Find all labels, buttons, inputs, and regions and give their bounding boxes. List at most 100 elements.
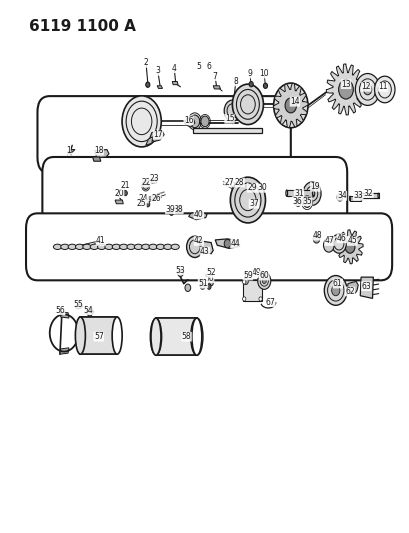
Text: 4: 4 bbox=[171, 64, 176, 72]
Polygon shape bbox=[175, 206, 182, 211]
FancyBboxPatch shape bbox=[286, 190, 312, 196]
Text: 44: 44 bbox=[230, 239, 240, 248]
Circle shape bbox=[336, 193, 342, 201]
Text: 37: 37 bbox=[249, 199, 258, 208]
Text: 23: 23 bbox=[149, 174, 158, 183]
Polygon shape bbox=[115, 200, 123, 204]
Text: 35: 35 bbox=[301, 197, 311, 206]
Text: 21: 21 bbox=[120, 181, 130, 190]
Polygon shape bbox=[149, 131, 164, 142]
Circle shape bbox=[186, 236, 202, 257]
Text: 36: 36 bbox=[291, 197, 301, 206]
Ellipse shape bbox=[134, 244, 142, 249]
Ellipse shape bbox=[148, 244, 157, 249]
Circle shape bbox=[86, 308, 93, 316]
Text: 62: 62 bbox=[344, 287, 354, 296]
Polygon shape bbox=[60, 348, 69, 354]
Circle shape bbox=[308, 190, 314, 197]
Ellipse shape bbox=[53, 244, 61, 249]
Polygon shape bbox=[192, 128, 262, 133]
Text: 42: 42 bbox=[193, 237, 203, 246]
Circle shape bbox=[242, 280, 245, 284]
Text: 39: 39 bbox=[165, 205, 175, 214]
Text: 56: 56 bbox=[55, 305, 65, 314]
Text: 16: 16 bbox=[183, 116, 193, 125]
Circle shape bbox=[200, 116, 209, 127]
Polygon shape bbox=[360, 277, 373, 298]
Circle shape bbox=[249, 82, 253, 87]
Text: 7: 7 bbox=[212, 71, 217, 80]
Text: 3: 3 bbox=[155, 67, 160, 75]
Circle shape bbox=[324, 276, 346, 305]
Text: 46: 46 bbox=[336, 234, 346, 243]
Text: 40: 40 bbox=[193, 210, 203, 219]
Text: 38: 38 bbox=[173, 205, 183, 214]
Ellipse shape bbox=[312, 190, 313, 196]
Polygon shape bbox=[215, 239, 239, 248]
Text: 41: 41 bbox=[96, 237, 106, 246]
Text: 24: 24 bbox=[139, 194, 148, 203]
Circle shape bbox=[331, 234, 346, 253]
Polygon shape bbox=[188, 212, 207, 220]
Circle shape bbox=[312, 235, 319, 243]
Circle shape bbox=[143, 182, 148, 189]
Text: 51: 51 bbox=[198, 279, 207, 288]
Text: 63: 63 bbox=[361, 281, 371, 290]
FancyBboxPatch shape bbox=[155, 318, 196, 356]
Circle shape bbox=[331, 285, 339, 296]
Polygon shape bbox=[213, 86, 220, 89]
Text: 57: 57 bbox=[94, 332, 103, 341]
Text: 29: 29 bbox=[247, 183, 256, 192]
Circle shape bbox=[145, 82, 149, 87]
Text: 12: 12 bbox=[361, 82, 370, 91]
Circle shape bbox=[123, 190, 127, 196]
FancyBboxPatch shape bbox=[42, 157, 346, 228]
Circle shape bbox=[122, 96, 161, 147]
FancyBboxPatch shape bbox=[26, 213, 391, 280]
Ellipse shape bbox=[75, 317, 85, 354]
Ellipse shape bbox=[112, 244, 120, 249]
Text: 54: 54 bbox=[83, 305, 93, 314]
Text: 13: 13 bbox=[340, 79, 350, 88]
Text: 1: 1 bbox=[65, 146, 70, 155]
Text: 19: 19 bbox=[310, 182, 319, 191]
Ellipse shape bbox=[112, 317, 122, 354]
Text: 20: 20 bbox=[114, 189, 124, 198]
Ellipse shape bbox=[83, 244, 91, 249]
Circle shape bbox=[243, 278, 248, 285]
Text: 8: 8 bbox=[233, 77, 238, 86]
FancyBboxPatch shape bbox=[349, 196, 361, 201]
Circle shape bbox=[230, 177, 265, 223]
Ellipse shape bbox=[359, 193, 360, 198]
Circle shape bbox=[145, 201, 149, 207]
Circle shape bbox=[338, 80, 353, 99]
Text: 22: 22 bbox=[141, 178, 150, 187]
Ellipse shape bbox=[90, 244, 98, 249]
Text: 30: 30 bbox=[257, 183, 266, 192]
Circle shape bbox=[284, 98, 296, 113]
Polygon shape bbox=[346, 281, 357, 293]
Ellipse shape bbox=[61, 244, 69, 249]
Circle shape bbox=[273, 83, 307, 128]
Text: 6: 6 bbox=[206, 62, 211, 71]
Circle shape bbox=[323, 238, 333, 252]
Text: 43: 43 bbox=[200, 247, 209, 256]
Text: 15: 15 bbox=[224, 114, 234, 123]
Circle shape bbox=[258, 297, 262, 301]
Text: 28: 28 bbox=[234, 178, 244, 187]
Text: 10: 10 bbox=[259, 69, 268, 78]
Text: 2: 2 bbox=[143, 59, 148, 67]
Ellipse shape bbox=[285, 190, 287, 196]
Polygon shape bbox=[94, 150, 109, 158]
Text: 17: 17 bbox=[153, 130, 162, 139]
FancyBboxPatch shape bbox=[80, 317, 117, 354]
Ellipse shape bbox=[190, 318, 202, 356]
Text: 59: 59 bbox=[243, 271, 252, 280]
Circle shape bbox=[184, 284, 190, 292]
Ellipse shape bbox=[348, 196, 350, 201]
Polygon shape bbox=[60, 312, 69, 318]
Text: 6119 1100 A: 6119 1100 A bbox=[29, 19, 136, 34]
Circle shape bbox=[169, 210, 173, 215]
Text: 32: 32 bbox=[363, 189, 372, 198]
Text: 5: 5 bbox=[196, 62, 201, 71]
